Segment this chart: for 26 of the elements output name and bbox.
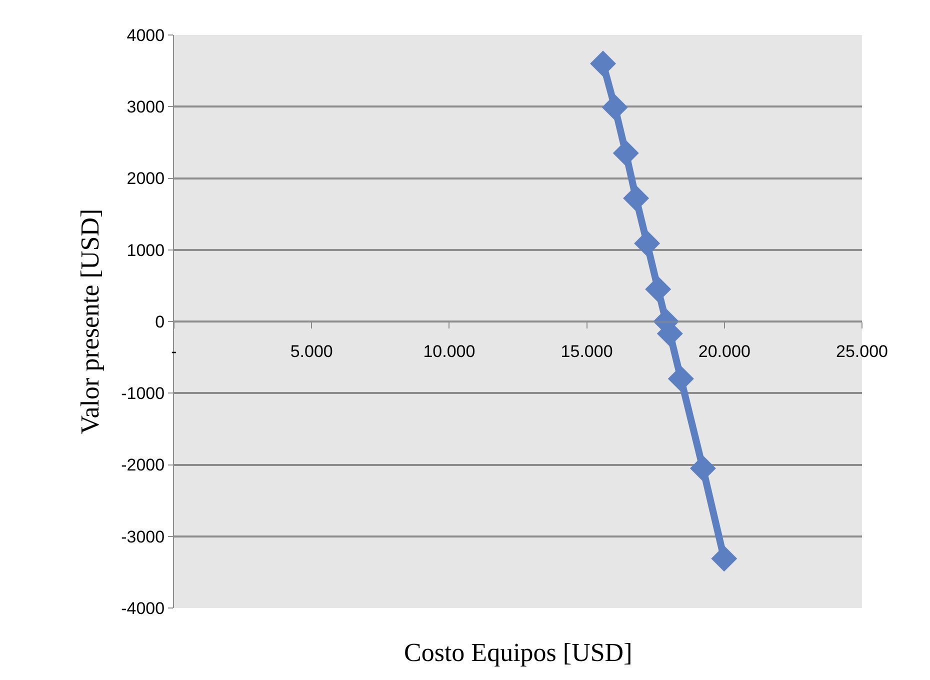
y-tick-label: 2000 <box>126 169 165 188</box>
y-tick-label: -1000 <box>121 384 165 404</box>
point <box>623 185 650 212</box>
y-tick-label: 0 <box>155 312 165 332</box>
x-tick-label: 10.000 <box>423 342 476 361</box>
point <box>711 546 738 572</box>
x-tick-label: 5.000 <box>290 342 333 361</box>
point <box>590 50 616 77</box>
y-axis-title: Valor presente [USD] <box>76 208 105 434</box>
y-tick-label: -4000 <box>121 598 165 618</box>
y-tick-label: -2000 <box>121 456 165 475</box>
y-tick-label: 1000 <box>126 240 165 260</box>
y-tick-label: 3000 <box>126 98 165 117</box>
x-tick-label: 20.000 <box>698 342 750 361</box>
x-axis-title: Costo Equipos [USD] <box>404 638 632 667</box>
y-tick-label: 4000 <box>126 26 165 45</box>
point <box>645 276 672 302</box>
x-tick-label: 15.000 <box>560 342 613 361</box>
point <box>602 94 628 120</box>
x-tick-label: - <box>171 342 177 361</box>
y-tick-label: -3000 <box>121 527 165 546</box>
point <box>612 140 639 166</box>
x-tick-label: 25.000 <box>836 342 888 361</box>
point <box>690 455 716 482</box>
point <box>634 230 660 256</box>
point <box>668 366 694 392</box>
